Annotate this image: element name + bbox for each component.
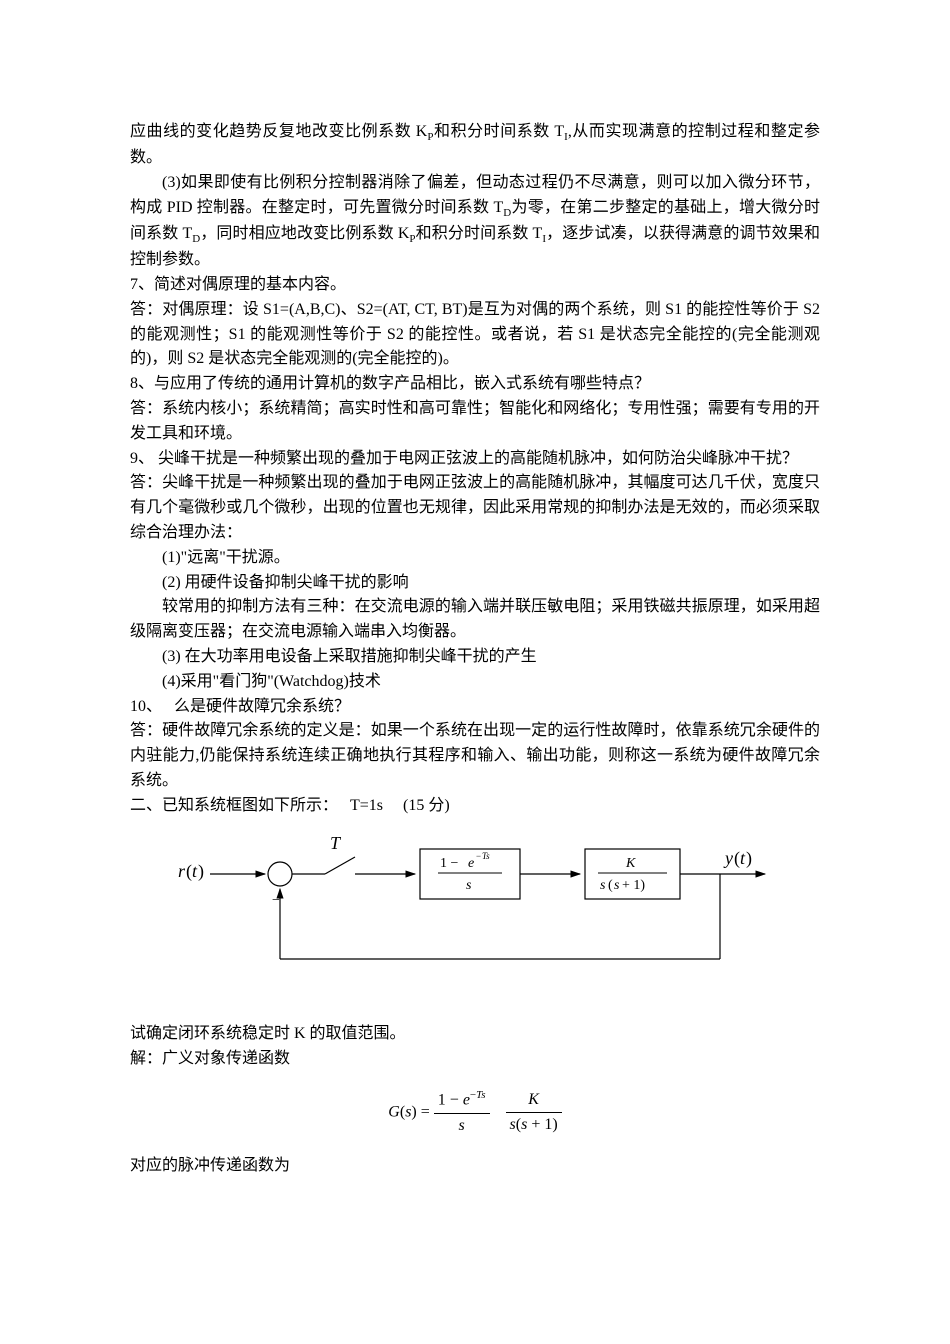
question-2-tail: 试确定闭环系统稳定时 K 的取值范围。 <box>130 1022 820 1047</box>
svg-text:(: ( <box>608 878 613 893</box>
svg-text:s: s <box>466 878 472 893</box>
paragraph-continuation: 应曲线的变化趋势反复地改变比例系数 KP和积分时间系数 TI,从而实现满意的控制… <box>130 120 820 171</box>
paragraph-item-3: (3)如果即使有比例积分控制器消除了偏差，但动态过程仍不尽满意，则可以加入微分环… <box>130 171 820 273</box>
svg-text:K: K <box>625 856 636 871</box>
svg-text:−: − <box>476 851 481 861</box>
yt-label: y <box>723 848 733 868</box>
formula-gs: G(s) = 1 − e−Ts s K s(s + 1) <box>130 1087 820 1139</box>
answer-10: 答：硬件故障冗余系统的定义是：如果一个系统在出现一定的运行性故障时，依靠系统冗余… <box>130 719 820 793</box>
question-10: 10、 么是硬件故障冗余系统？ <box>130 695 820 720</box>
question-9: 9、 尖峰干扰是一种频繁出现的叠加于电网正弦波上的高能随机脉冲，如何防治尖峰脉冲… <box>130 447 820 472</box>
svg-text:s: s <box>614 878 620 893</box>
text: ，同时相应地改变比例系数 K <box>200 225 409 242</box>
svg-text:1 −: 1 − <box>440 856 459 871</box>
solution-label: 解：广义对象传递函数 <box>130 1047 820 1072</box>
rt-label: r <box>178 861 186 881</box>
block-diagram: r ( t ) − T 1 − e − Ts s K s ( s + 1) <box>130 829 820 1008</box>
fraction-2: K s(s + 1) <box>506 1088 562 1139</box>
svg-text:+ 1): + 1) <box>622 878 645 893</box>
svg-text:): ) <box>198 861 204 882</box>
fraction-1: 1 − e−Ts s <box>434 1087 490 1139</box>
answer-9-item-1: (1)"远离"干扰源。 <box>130 546 820 571</box>
T-label: T <box>330 833 342 853</box>
answer-7: 答：对偶原理：设 S1=(A,B,C)、S2=(AT, CT, BT)是互为对偶… <box>130 298 820 372</box>
text: 和积分时间系数 T <box>416 225 543 242</box>
minus-label: − <box>272 893 280 908</box>
answer-9: 答：尖峰干扰是一种频繁出现的叠加于电网正弦波上的高能随机脉冲，其幅度可达几千伏，… <box>130 471 820 545</box>
answer-8: 答：系统内核小；系统精简；高实时性和高可靠性；智能化和网络化；专用性强；需要有专… <box>130 397 820 447</box>
answer-9-item-3: 较常用的抑制方法有三种：在交流电源的输入端并联压敏电阻；采用铁磁共振原理，如采用… <box>130 595 820 645</box>
svg-text:s: s <box>600 878 606 893</box>
text: 和积分时间系数 T <box>433 123 564 140</box>
block-diagram-svg: r ( t ) − T 1 − e − Ts s K s ( s + 1) <box>160 829 780 999</box>
text: 应曲线的变化趋势反复地改变比例系数 K <box>130 123 427 140</box>
answer-9-item-2: (2) 用硬件设备抑制尖峰干扰的影响 <box>130 571 820 596</box>
question-8: 8、与应用了传统的通用计算机的数字产品相比，嵌入式系统有哪些特点？ <box>130 372 820 397</box>
subscript: D <box>192 233 200 245</box>
question-7: 7、简述对偶原理的基本内容。 <box>130 273 820 298</box>
answer-9-item-4: (3) 在大功率用电设备上采取措施抑制尖峰干扰的产生 <box>130 645 820 670</box>
svg-text:): ) <box>746 848 752 869</box>
gs-lhs: G <box>388 1104 400 1121</box>
svg-text:Ts: Ts <box>482 851 490 861</box>
section-2-heading: 二、已知系统框图如下所示： T=1s (15 分) <box>130 794 820 819</box>
answer-9-item-5: (4)采用"看门狗"(Watchdog)技术 <box>130 670 820 695</box>
tail-text: 对应的脉冲传递函数为 <box>130 1154 820 1179</box>
svg-text:e: e <box>468 856 474 871</box>
